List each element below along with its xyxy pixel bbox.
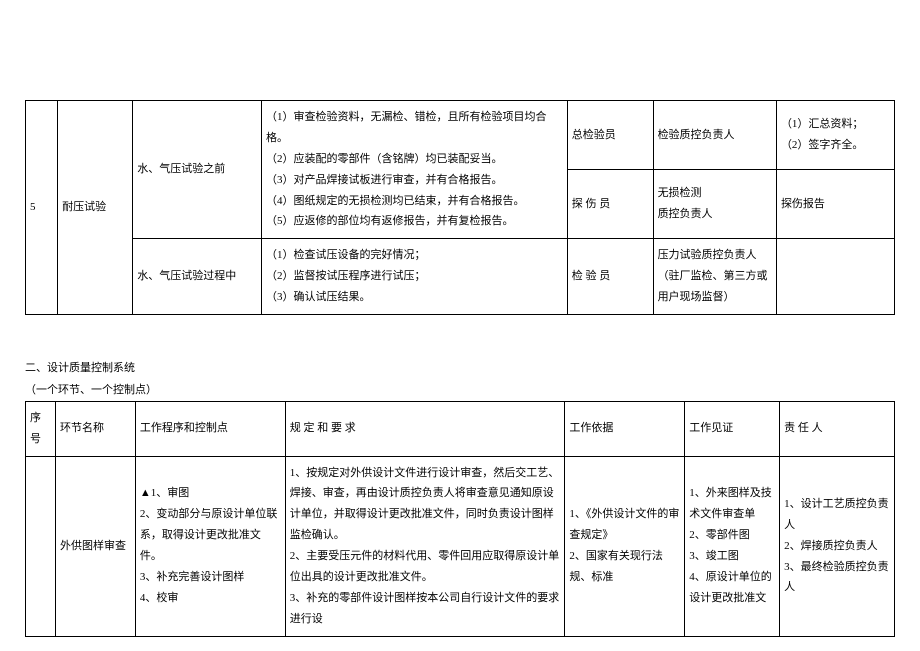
section2-title: 二、设计质量控制系统 bbox=[25, 355, 920, 381]
t1-r1-c5a: 总检验员 bbox=[567, 101, 653, 170]
t1-r2-c4: （1）检查试压设备的完好情况； （2）监督按试压程序进行试压； （3）确认试压结… bbox=[262, 239, 568, 315]
t1-r1-c7a: （1）汇总资料； （2）签字齐全。 bbox=[776, 101, 894, 170]
t1-r1-c3: 水、气压试验之前 bbox=[133, 101, 262, 239]
t1-r1-c5b: 探 伤 员 bbox=[567, 170, 653, 239]
t2-r-c7: 1、设计工艺质控负责人 2、焊接质控负责人 3、最终检验质控负责人 bbox=[780, 456, 895, 636]
t2-r-c2: 外供图样审查 bbox=[55, 456, 135, 636]
t1-r2-c6: 压力试验质控负责人（驻厂监检、第三方或用户现场监督） bbox=[653, 239, 776, 315]
t1-r2-c5: 检 验 员 bbox=[567, 239, 653, 315]
t2-h7: 责 任 人 bbox=[780, 401, 895, 456]
t1-r2-c3: 水、气压试验过程中 bbox=[133, 239, 262, 315]
t2-h4: 规 定 和 要 求 bbox=[285, 401, 565, 456]
t1-r1-c6a: 检验质控负责人 bbox=[653, 101, 776, 170]
t2-r-c5: 1、《外供设计文件的审查规定》 2、国家有关现行法规、标准 bbox=[565, 456, 685, 636]
table-2: 序号 环节名称 工作程序和控制点 规 定 和 要 求 工作依据 工作见证 责 任… bbox=[25, 401, 895, 637]
t1-r2-c7 bbox=[776, 239, 894, 315]
t2-h3: 工作程序和控制点 bbox=[135, 401, 285, 456]
t2-r-c6: 1、外来图样及技术文件审查单 2、零部件图 3、竣工图 4、原设计单位的设计更改… bbox=[685, 456, 780, 636]
section2-sub: （一个环节、一个控制点） bbox=[25, 381, 920, 401]
t1-r1-c7b: 探伤报告 bbox=[776, 170, 894, 239]
t2-r-c4: 1、按规定对外供设计文件进行设计审查，然后交工艺、焊接、审查，再由设计质控负责人… bbox=[285, 456, 565, 636]
t2-h6: 工作见证 bbox=[685, 401, 780, 456]
t2-h5: 工作依据 bbox=[565, 401, 685, 456]
t2-r-c3: ▲1、审图 2、变动部分与原设计单位联系，取得设计更改批准文件。 3、补充完善设… bbox=[135, 456, 285, 636]
t2-r-c1 bbox=[26, 456, 56, 636]
t1-no: 5 bbox=[26, 101, 58, 315]
t1-r1-c6b: 无损检测 质控负责人 bbox=[653, 170, 776, 239]
t2-h1: 序号 bbox=[26, 401, 56, 456]
t1-name: 耐压试验 bbox=[58, 101, 133, 315]
t1-r1-c4: （1）审查检验资料，无漏检、错检，且所有检验项目均合格。 （2）应装配的零部件（… bbox=[262, 101, 568, 239]
table-1: 5 耐压试验 水、气压试验之前 （1）审查检验资料，无漏检、错检，且所有检验项目… bbox=[25, 100, 895, 315]
t2-h2: 环节名称 bbox=[55, 401, 135, 456]
